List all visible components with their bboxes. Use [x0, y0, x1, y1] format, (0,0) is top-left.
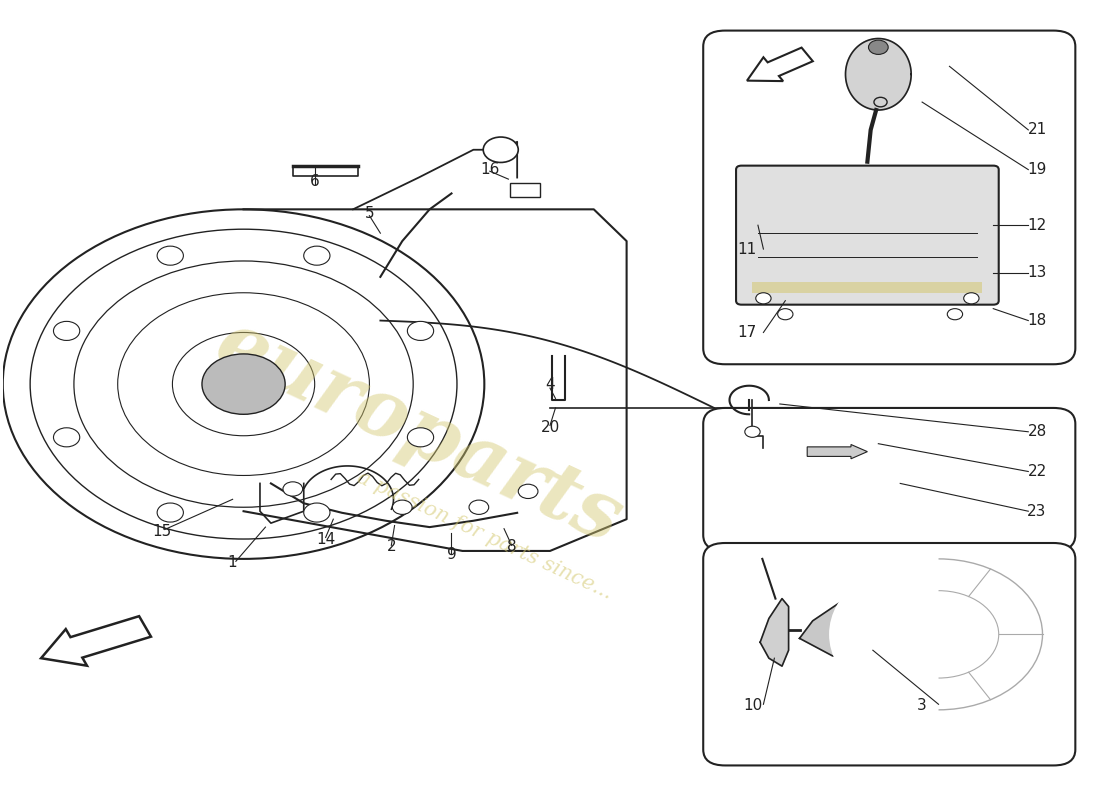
FancyBboxPatch shape	[703, 30, 1076, 364]
Circle shape	[778, 309, 793, 320]
Text: 11: 11	[737, 242, 757, 257]
Polygon shape	[800, 597, 900, 662]
Text: 2: 2	[386, 539, 396, 554]
Text: 21: 21	[1027, 122, 1047, 138]
Text: 4: 4	[546, 377, 554, 392]
Circle shape	[54, 428, 79, 447]
Circle shape	[469, 500, 488, 514]
Text: 14: 14	[316, 531, 336, 546]
Circle shape	[756, 293, 771, 304]
Bar	[509, 183, 540, 198]
Text: 17: 17	[737, 325, 757, 340]
Circle shape	[964, 293, 979, 304]
Text: 9: 9	[447, 547, 456, 562]
Text: 16: 16	[480, 162, 499, 177]
Circle shape	[869, 40, 888, 54]
Text: 10: 10	[742, 698, 762, 714]
Text: 5: 5	[364, 206, 374, 221]
FancyArrow shape	[807, 445, 868, 458]
Circle shape	[407, 322, 433, 341]
Circle shape	[483, 137, 518, 162]
Text: 8: 8	[507, 539, 517, 554]
Text: 15: 15	[152, 523, 172, 538]
FancyBboxPatch shape	[736, 166, 999, 305]
FancyArrow shape	[747, 48, 813, 81]
Bar	[752, 282, 982, 293]
FancyBboxPatch shape	[703, 543, 1076, 766]
Circle shape	[304, 246, 330, 265]
Text: 23: 23	[1027, 504, 1047, 518]
Text: 3: 3	[917, 698, 927, 714]
Circle shape	[947, 309, 962, 320]
Circle shape	[393, 500, 412, 514]
Circle shape	[202, 354, 285, 414]
Circle shape	[745, 426, 760, 438]
Text: 28: 28	[1027, 424, 1047, 439]
FancyBboxPatch shape	[703, 408, 1076, 551]
FancyArrow shape	[41, 616, 151, 666]
Text: europarts: europarts	[204, 304, 634, 560]
Wedge shape	[829, 555, 938, 714]
Polygon shape	[846, 38, 911, 110]
Text: 1: 1	[228, 555, 238, 570]
Circle shape	[407, 428, 433, 447]
Text: 12: 12	[1027, 218, 1047, 233]
Text: 6: 6	[310, 174, 320, 189]
Text: 22: 22	[1027, 464, 1047, 479]
Circle shape	[157, 246, 184, 265]
Circle shape	[54, 322, 79, 341]
Text: 13: 13	[1027, 266, 1047, 280]
Circle shape	[518, 484, 538, 498]
Text: 18: 18	[1027, 313, 1047, 328]
Text: 20: 20	[540, 420, 560, 435]
Circle shape	[157, 503, 184, 522]
Circle shape	[283, 482, 302, 496]
Circle shape	[304, 503, 330, 522]
Polygon shape	[760, 598, 789, 666]
Text: a passion for parts since...: a passion for parts since...	[354, 467, 615, 602]
Text: 19: 19	[1027, 162, 1047, 177]
